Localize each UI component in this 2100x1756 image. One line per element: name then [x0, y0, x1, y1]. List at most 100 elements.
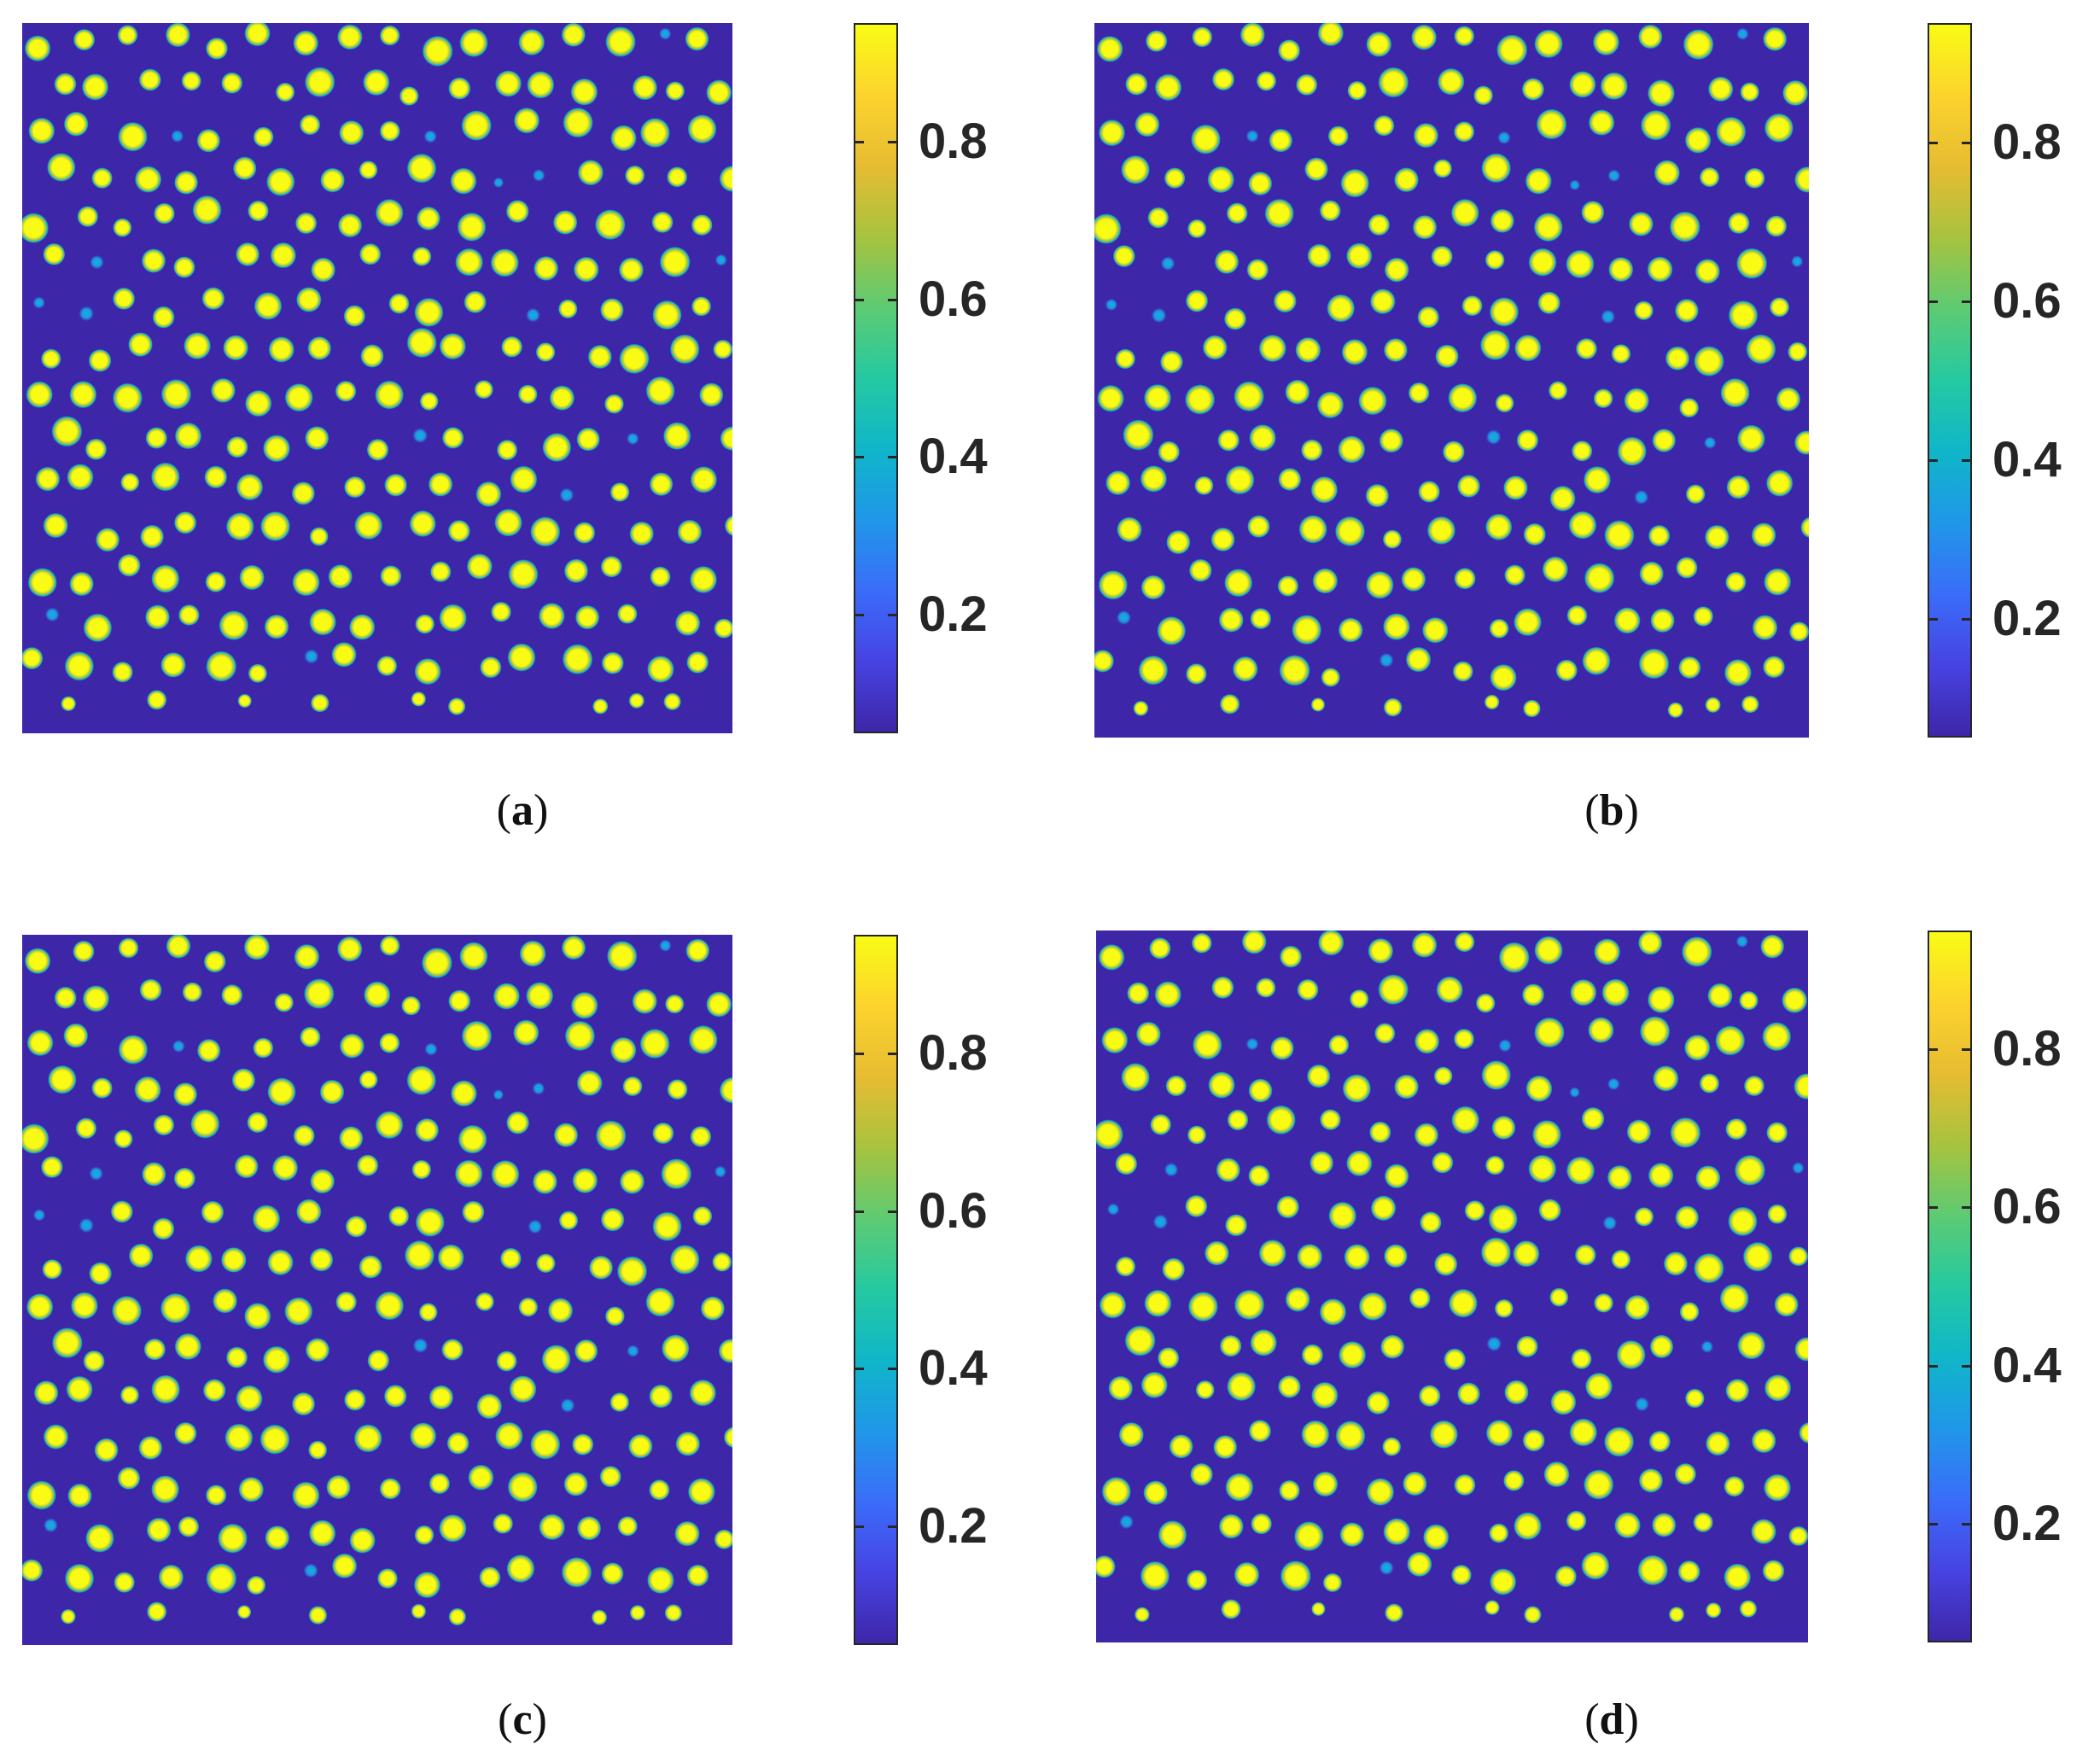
droplet: [564, 1020, 596, 1052]
droplet: [562, 644, 593, 674]
droplet: [1149, 937, 1171, 960]
droplet: [1719, 1283, 1749, 1314]
droplet: [1096, 1555, 1116, 1578]
droplet: [139, 978, 162, 1001]
droplet: [359, 1255, 382, 1279]
droplet: [461, 110, 492, 141]
colorbar-tick-label: 0.4: [919, 1340, 988, 1397]
droplet: [22, 1559, 44, 1582]
droplet: [1700, 1340, 1714, 1353]
droplet: [1514, 1512, 1542, 1541]
droplet: [439, 604, 467, 633]
droplet: [1213, 1435, 1238, 1460]
droplet: [91, 1077, 113, 1099]
droplet: [610, 125, 637, 152]
colorbar-tick-label: 0.8: [919, 1024, 988, 1081]
droplet: [627, 1345, 639, 1357]
droplet: [560, 1398, 575, 1413]
droplet: [292, 568, 320, 597]
droplet: [1538, 1199, 1561, 1222]
droplet: [67, 464, 94, 491]
droplet: [538, 603, 565, 629]
colorbar-gradient-b: [1929, 25, 1970, 736]
droplet: [687, 114, 717, 144]
droplet: [1728, 212, 1750, 235]
droplet: [160, 1292, 191, 1324]
droplet: [379, 120, 400, 142]
droplet: [441, 427, 464, 449]
droplet: [534, 256, 559, 281]
droplet: [526, 982, 554, 1010]
droplet: [27, 568, 57, 598]
droplet: [723, 1426, 732, 1449]
droplet: [221, 72, 243, 94]
droplet: [627, 432, 639, 446]
droplet: [1186, 663, 1207, 685]
droplet: [1318, 931, 1345, 956]
droplet: [532, 1082, 545, 1095]
colorbar-tick-mark-inner: [1928, 1048, 1938, 1051]
droplet: [454, 1159, 483, 1188]
droplet: [1311, 1381, 1339, 1409]
droplet: [234, 1154, 259, 1179]
droplet: [307, 336, 332, 360]
caption-b: (b): [1584, 786, 1639, 835]
droplet: [1715, 1025, 1746, 1056]
colorbar-tick-mark: [888, 614, 898, 617]
droplet: [1684, 126, 1712, 154]
droplet: [1601, 309, 1616, 324]
droplet: [1498, 1039, 1512, 1053]
droplet: [699, 382, 724, 407]
droplet: [1651, 1513, 1677, 1537]
droplet: [1735, 935, 1749, 948]
droplet: [1279, 1479, 1300, 1502]
droplet: [140, 524, 165, 549]
droplet: [1705, 697, 1721, 714]
droplet: [1280, 1561, 1311, 1592]
droplet: [1788, 1246, 1808, 1267]
droplet: [299, 114, 321, 136]
droplet: [349, 614, 376, 640]
droplet: [1514, 608, 1542, 637]
droplet: [1525, 167, 1552, 195]
droplet: [1408, 382, 1430, 404]
droplet: [54, 986, 77, 1009]
droplet: [1794, 430, 1809, 455]
droplet: [1739, 990, 1759, 1011]
droplet: [1647, 256, 1673, 283]
droplet: [600, 556, 622, 578]
droplet: [1143, 383, 1172, 412]
droplet: [1413, 122, 1439, 149]
droplet: [309, 608, 336, 636]
droplet: [1374, 1023, 1396, 1044]
droplet: [1344, 1244, 1370, 1270]
droplet: [1151, 307, 1167, 324]
droplet: [690, 466, 718, 493]
colorbar-tick-label: 0.2: [919, 1498, 988, 1555]
droplet: [1684, 1388, 1705, 1409]
colorbar-tick-mark: [1962, 141, 1972, 144]
droplet: [1782, 79, 1809, 107]
droplet: [712, 1251, 732, 1272]
droplet: [1549, 485, 1576, 512]
droplet: [1669, 211, 1700, 242]
droplet: [1162, 1257, 1186, 1281]
droplet: [1799, 1422, 1808, 1444]
droplet: [1192, 1030, 1222, 1060]
droplet: [1214, 249, 1240, 274]
droplet: [184, 332, 212, 360]
droplet: [1762, 656, 1786, 679]
colorbar-tick-mark-inner: [854, 614, 864, 617]
droplet: [1358, 1292, 1387, 1321]
droplet: [1454, 1473, 1476, 1496]
droplet: [202, 1379, 226, 1403]
droplet: [24, 948, 51, 974]
droplet: [344, 1389, 366, 1411]
droplet: [89, 1262, 113, 1286]
droplet: [599, 1466, 621, 1488]
droplet: [1241, 931, 1267, 954]
droplet: [1581, 1106, 1605, 1130]
droplet: [530, 516, 561, 547]
colorbar-tick-mark: [888, 1052, 898, 1055]
droplet: [1234, 381, 1264, 412]
